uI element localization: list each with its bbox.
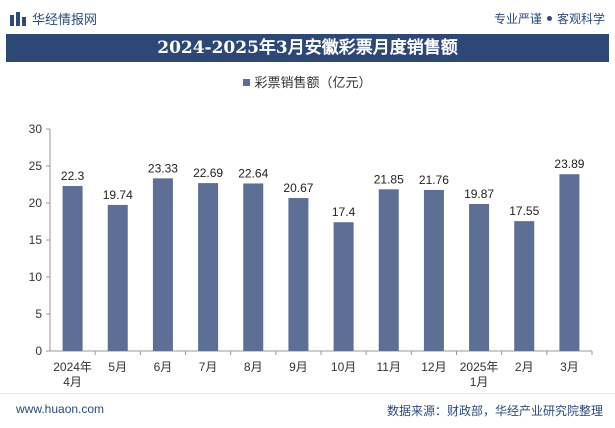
y-tick-label: 0 (35, 344, 42, 358)
x-tick-label: 11月 (377, 360, 401, 374)
data-label: 19.87 (464, 187, 494, 201)
chart-title: 2024-2025年3月安徽彩票月度销售额 (6, 34, 609, 62)
data-label: 21.76 (419, 173, 449, 187)
x-tick-label-line: 7月 (199, 360, 218, 374)
data-label: 23.33 (148, 161, 178, 175)
logo-icon (10, 11, 26, 26)
y-tick-label: 10 (29, 270, 43, 284)
data-label: 17.55 (509, 204, 539, 218)
y-tick-label: 15 (29, 233, 43, 247)
x-tick-label: 2025年 1月 (460, 360, 499, 389)
x-tick-label-line: 11月 (377, 360, 401, 374)
data-label: 22.3 (61, 169, 85, 183)
axes: 0 5 10 15 20 25 30 2024年 4月 5月 6月 7月 8月 9月 10月 11月 12月 20… (29, 122, 593, 389)
bars (62, 174, 580, 351)
x-tick-label-line: 10月 (331, 360, 356, 374)
tagline-left: 专业严谨 (493, 12, 542, 26)
x-tick-label-line: 5月 (108, 360, 127, 374)
legend: 彩票销售额（亿元） (0, 72, 615, 91)
x-tick-label: 8月 (244, 360, 263, 374)
footer: www.huaon.com 数据来源：财政部，华经产业研究院整理 (0, 393, 615, 428)
x-tick-label-line: 2025年 (460, 360, 499, 374)
x-tick-label: 6月 (154, 360, 173, 374)
x-tick-label-line: 12月 (421, 360, 446, 374)
top-bar: 华经情报网 专业严谨 客观科学 (0, 0, 615, 34)
y-tick-label: 20 (29, 196, 43, 210)
bar (198, 183, 219, 351)
footer-url: www.huaon.com (16, 402, 105, 416)
x-tick-label: 10月 (331, 360, 356, 374)
y-tick-label: 5 (35, 307, 42, 321)
data-label: 23.89 (554, 157, 584, 171)
bar (107, 204, 128, 351)
legend-swatch (243, 79, 251, 86)
brand: 华经情报网 (10, 9, 97, 28)
separator-dot-icon (546, 16, 552, 21)
x-tick-label-line: 3月 (560, 360, 579, 374)
brand-name: 华经情报网 (32, 12, 98, 27)
x-tick-label: 3月 (560, 360, 579, 374)
y-tick-label: 25 (29, 159, 43, 173)
x-tick-label: 5月 (108, 360, 127, 374)
data-label: 21.85 (374, 172, 404, 186)
x-tick-label: 2024年 4月 (53, 360, 92, 389)
data-label: 22.64 (238, 166, 268, 180)
tagline-right: 客观科学 (556, 12, 605, 26)
bar (514, 221, 535, 351)
y-tick-label: 30 (29, 122, 43, 136)
data-label: 17.4 (332, 205, 356, 219)
data-label: 19.74 (103, 188, 133, 202)
x-tick-label-line: 8月 (244, 360, 263, 374)
data-label: 20.67 (283, 181, 313, 195)
bar (62, 185, 83, 351)
bar (288, 198, 309, 351)
bar (469, 203, 490, 351)
legend-label: 彩票销售额（亿元） (254, 75, 372, 90)
footer-source: 数据来源：财政部，华经产业研究院整理 (386, 404, 603, 418)
x-tick-label: 2月 (515, 360, 534, 374)
data-label: 22.69 (193, 166, 223, 180)
x-tick-label-line: 2月 (515, 360, 534, 374)
bar (152, 178, 173, 351)
bar (423, 189, 444, 351)
tagline: 专业严谨 客观科学 (494, 10, 605, 27)
x-tick-label-line: 4月 (63, 375, 82, 389)
bar (333, 222, 354, 351)
bar (559, 174, 580, 351)
x-tick-label-line: 2024年 (53, 360, 92, 374)
x-tick-label-line: 1月 (470, 375, 489, 389)
x-tick-label: 9月 (289, 360, 308, 374)
bar (378, 189, 399, 351)
x-tick-label: 7月 (199, 360, 218, 374)
bar (243, 183, 264, 351)
bar-chart: 0 5 10 15 20 25 30 2024年 4月 5月 6月 7月 8月 9月 10月 11月 12月 20… (29, 122, 593, 389)
x-tick-label: 12月 (421, 360, 446, 374)
x-tick-label-line: 9月 (289, 360, 308, 374)
data-labels: 22.3 19.74 23.33 22.69 22.64 20.67 17.4 21.85 21… (61, 157, 585, 219)
x-tick-label-line: 6月 (154, 360, 173, 374)
